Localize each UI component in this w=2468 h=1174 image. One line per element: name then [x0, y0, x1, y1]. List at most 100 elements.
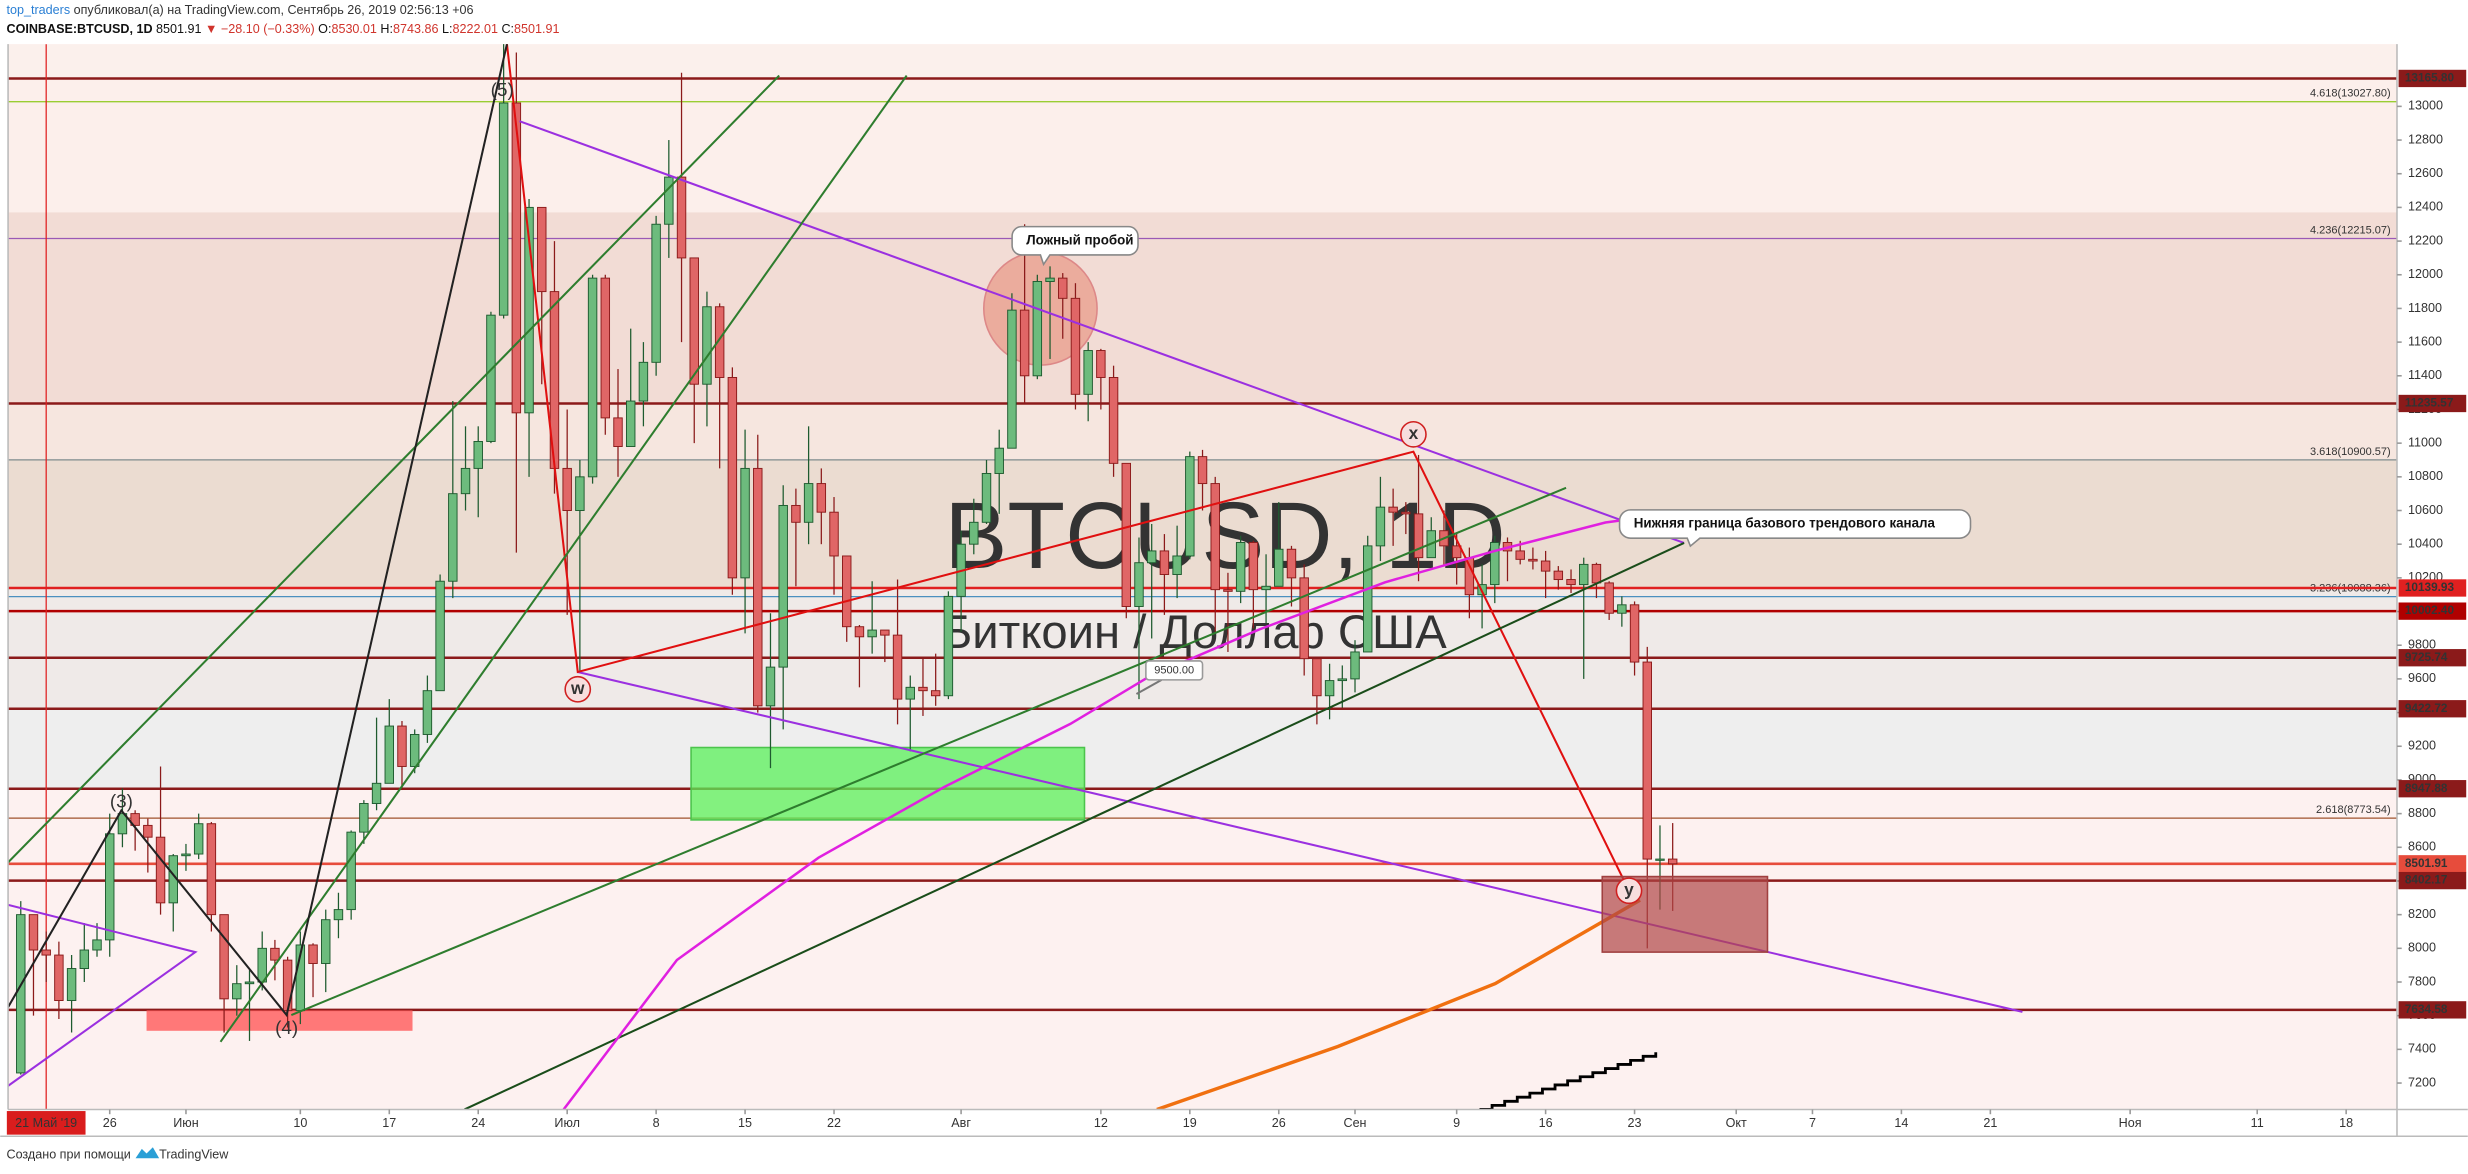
ohlc-label: O:	[318, 22, 331, 36]
candle-body	[143, 824, 153, 838]
candle-body	[1032, 281, 1043, 377]
candle-body	[765, 666, 776, 707]
candle-body	[1655, 858, 1665, 861]
x-tick-label: 14	[1894, 1116, 1908, 1130]
candle-body	[803, 483, 814, 523]
pointer	[1135, 678, 1163, 695]
candle-body	[1528, 558, 1538, 562]
candle-body	[66, 968, 77, 1002]
callout: Ложный пробой	[1026, 232, 1133, 247]
ohlc-value: 8501.91	[514, 22, 559, 36]
candle-body	[16, 914, 26, 1074]
y-tick-label: 10800	[2408, 469, 2443, 483]
candle-body	[1019, 309, 1030, 377]
logo-icon	[135, 1147, 160, 1159]
trend-line	[8, 74, 780, 864]
candle-body	[1324, 680, 1335, 697]
band	[8, 588, 2397, 709]
wave-line	[8, 44, 508, 1018]
ohlc-label: C:	[501, 22, 514, 36]
y-tick-label: 11400	[2408, 368, 2442, 382]
x-tick-label: 22	[827, 1116, 841, 1130]
x-tick-label: 26	[1272, 1116, 1286, 1130]
zone	[690, 746, 1086, 821]
callout-box	[1618, 509, 1972, 548]
candle-body	[854, 626, 865, 638]
fib-label: 4.236(12215.07)	[2310, 225, 2391, 237]
stairs	[1479, 1052, 1658, 1110]
candle-body	[1299, 577, 1309, 660]
candle-body	[270, 947, 280, 961]
trend-line	[8, 903, 198, 1087]
user[interactable]: top_traders	[6, 3, 70, 17]
candle-body	[905, 686, 915, 700]
callout-box	[1011, 225, 1139, 267]
candle-body	[448, 493, 458, 582]
trend-line	[290, 486, 1567, 1016]
candle-body	[1515, 550, 1525, 560]
candle-body	[486, 314, 496, 442]
y-tick-label: 7800	[2408, 974, 2436, 988]
candle-body	[79, 949, 90, 970]
level-label: 7634.58	[2405, 1002, 2448, 1016]
candle-body	[969, 521, 979, 545]
candle-body	[613, 417, 623, 447]
candle-body	[1362, 545, 1373, 653]
footer-text: Создано при помощи	[6, 1147, 130, 1161]
candle-body	[346, 831, 356, 911]
x-tick-label: 7	[1809, 1116, 1816, 1130]
candle-body	[1604, 582, 1614, 614]
header: top_traders опубликовал(а) на TradingVie…	[6, 3, 559, 36]
candle-body	[181, 853, 191, 857]
fib-label: 4.618(13027.80)	[2310, 88, 2391, 100]
candle-body	[625, 400, 636, 447]
y-tick-label: 7200	[2408, 1075, 2436, 1089]
candle-body	[930, 690, 941, 697]
candle-body	[1197, 456, 1208, 485]
trend-line	[464, 542, 1685, 1110]
candle-body	[880, 629, 890, 636]
candle-body	[587, 277, 598, 478]
candle-body	[1134, 562, 1144, 607]
x-tick-label: Июн	[173, 1116, 198, 1130]
candle-body	[778, 504, 788, 668]
candle-body	[117, 813, 128, 835]
candle-body	[1185, 456, 1195, 557]
level-tag	[2398, 780, 2467, 798]
ohlc-value: 8530.01	[331, 22, 376, 36]
level-label: 11235.57	[2405, 396, 2454, 410]
candle-body	[1248, 542, 1259, 591]
candle-body	[651, 223, 661, 363]
candles	[16, 44, 1678, 1075]
candle-body	[1350, 651, 1360, 680]
candle-body	[1464, 557, 1475, 596]
candle-body	[308, 944, 318, 964]
candle-body	[41, 949, 51, 956]
ohlc-label: H:	[380, 22, 393, 36]
level-label: 8947.88	[2405, 781, 2448, 795]
level-label: 8402.17	[2405, 873, 2448, 887]
x-tick-label: Ноя	[2119, 1116, 2142, 1130]
footer-brand[interactable]: TradingView	[159, 1147, 229, 1161]
trend-line	[219, 74, 908, 1043]
candle-body	[1210, 483, 1220, 591]
candle-body	[1083, 350, 1093, 395]
candle-body	[689, 257, 699, 385]
x-tick-label: 19	[1183, 1116, 1197, 1130]
x-tick-label: Июл	[554, 1116, 580, 1130]
level-tag	[2398, 855, 2467, 873]
price-note: 9500.00	[1154, 664, 1194, 676]
candle-body	[867, 629, 877, 638]
candle-body	[232, 983, 242, 1000]
y-tick-label: 11600	[2408, 334, 2442, 348]
candle-body	[321, 919, 331, 964]
symbol-line: COINBASE:BTCUSD, 1D 8501.91 ▼ −28.10 (−0…	[6, 22, 559, 36]
y-tick-label: 8000	[2408, 941, 2436, 955]
x-tick-label: 10	[293, 1116, 307, 1130]
levels: 4.618(13027.80) 4.236(12215.07) 3.618(1090…	[8, 44, 2397, 1110]
y-tick-label: 13000	[2408, 99, 2443, 113]
y-tick-label: 12400	[2408, 200, 2443, 214]
candle-body	[1401, 511, 1411, 515]
